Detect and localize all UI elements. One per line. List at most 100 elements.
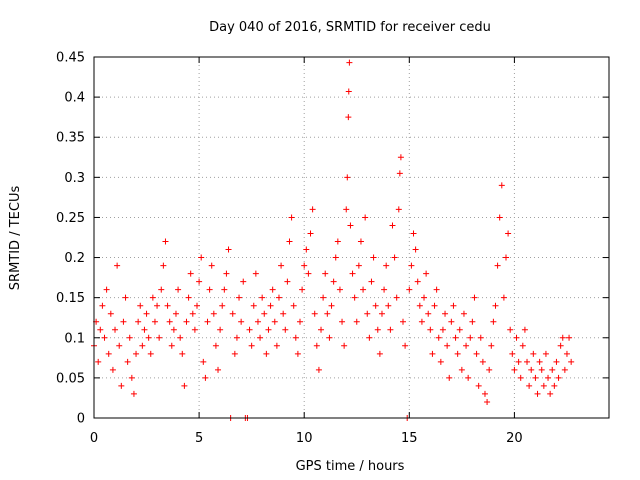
data-point	[509, 350, 516, 357]
data-point	[507, 326, 514, 333]
data-point	[122, 294, 129, 301]
data-point	[559, 334, 566, 341]
data-point	[458, 366, 465, 373]
data-point	[206, 286, 213, 293]
data-point	[364, 310, 371, 317]
data-point	[526, 382, 533, 389]
data-point	[265, 326, 272, 333]
data-point	[307, 230, 314, 237]
data-point	[158, 286, 165, 293]
data-point	[484, 398, 491, 405]
data-point	[137, 302, 144, 309]
data-point	[345, 88, 352, 95]
data-point	[318, 326, 325, 333]
data-point	[408, 262, 415, 269]
data-point	[511, 366, 518, 373]
data-point	[391, 254, 398, 261]
data-point	[389, 222, 396, 229]
data-point	[423, 270, 430, 277]
data-point	[177, 334, 184, 341]
data-point	[322, 270, 329, 277]
data-point	[385, 302, 392, 309]
data-point	[326, 334, 333, 341]
data-point	[555, 374, 562, 381]
y-tick-label: 0.45	[56, 51, 85, 66]
data-point	[561, 366, 568, 373]
x-tick-label: 5	[195, 431, 203, 446]
data-point	[465, 374, 472, 381]
data-point	[444, 342, 451, 349]
data-point	[442, 310, 449, 317]
data-point	[105, 350, 112, 357]
data-point	[467, 334, 474, 341]
data-point	[490, 318, 497, 325]
data-point	[103, 286, 110, 293]
data-point	[396, 170, 403, 177]
data-point	[116, 342, 123, 349]
data-point	[101, 334, 108, 341]
data-point	[95, 358, 102, 365]
y-tick-label: 0.3	[64, 171, 85, 186]
data-point	[494, 262, 501, 269]
data-point	[336, 286, 343, 293]
data-point	[147, 350, 154, 357]
data-point	[452, 334, 459, 341]
data-point	[362, 214, 369, 221]
data-point	[288, 214, 295, 221]
data-point	[381, 286, 388, 293]
data-point	[149, 294, 156, 301]
data-point	[553, 358, 560, 365]
data-points	[91, 59, 575, 421]
data-point	[387, 326, 394, 333]
data-point	[154, 302, 161, 309]
data-point	[486, 366, 493, 373]
data-point	[370, 254, 377, 261]
data-point	[305, 270, 312, 277]
data-point	[406, 286, 413, 293]
data-point	[114, 262, 121, 269]
data-point	[454, 350, 461, 357]
data-point	[471, 294, 478, 301]
data-point	[521, 326, 528, 333]
data-point	[179, 350, 186, 357]
data-point	[139, 342, 146, 349]
data-point	[500, 294, 507, 301]
data-point	[566, 334, 573, 341]
data-point	[275, 294, 282, 301]
data-point	[170, 326, 177, 333]
y-tick-label: 0	[77, 412, 85, 427]
data-point	[498, 182, 505, 189]
data-point	[351, 294, 358, 301]
x-axis-label: GPS time / hours	[296, 459, 405, 474]
data-point	[315, 366, 322, 373]
data-point	[463, 342, 470, 349]
chart-title: Day 040 of 2016, SRMTID for receiver ced…	[209, 20, 491, 35]
data-point	[519, 342, 526, 349]
data-point	[128, 374, 135, 381]
data-point	[395, 206, 402, 213]
data-point	[332, 254, 339, 261]
axis-ticks: 0 0.05 0.1 0.15 0.2 0.25 0.3 0.35 0.4 0.45 0 5 10 15 2…	[56, 51, 609, 446]
data-point	[397, 154, 404, 161]
data-point	[437, 358, 444, 365]
data-point	[334, 238, 341, 245]
data-point	[339, 318, 346, 325]
data-point	[246, 326, 253, 333]
data-point	[225, 246, 232, 253]
data-point	[164, 302, 171, 309]
data-point	[341, 342, 348, 349]
data-point	[473, 350, 480, 357]
data-point	[528, 366, 535, 373]
data-point	[135, 318, 142, 325]
data-point	[360, 286, 367, 293]
data-point	[549, 366, 556, 373]
y-tick-label: 0.2	[64, 251, 85, 266]
data-point	[191, 326, 198, 333]
data-point	[435, 334, 442, 341]
x-tick-label: 0	[90, 431, 98, 446]
data-point	[488, 342, 495, 349]
data-point	[252, 270, 259, 277]
data-point	[534, 390, 541, 397]
data-point	[557, 342, 564, 349]
data-point	[198, 254, 205, 261]
